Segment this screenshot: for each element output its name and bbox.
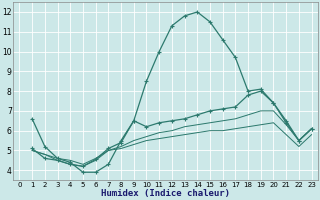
X-axis label: Humidex (Indice chaleur): Humidex (Indice chaleur) [101,189,230,198]
